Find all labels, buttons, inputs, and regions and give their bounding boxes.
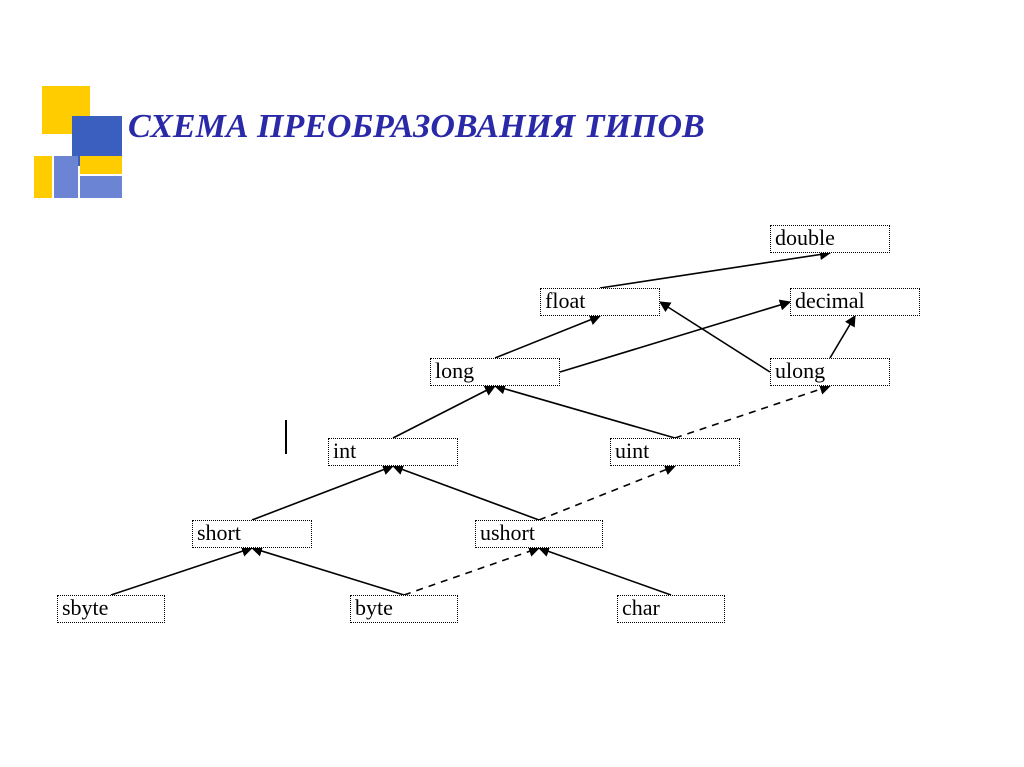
edge-byte-short <box>252 548 404 595</box>
node-byte: byte <box>350 595 458 623</box>
edge-int-long <box>393 386 495 438</box>
edge-ushort-int <box>393 466 539 520</box>
edge-byte-ushort <box>404 548 539 595</box>
edge-uint-ulong <box>675 386 830 438</box>
edge-float-double <box>600 253 830 288</box>
edge-short-int <box>252 466 393 520</box>
edge-long-float <box>495 316 600 358</box>
node-short: short <box>192 520 312 548</box>
deco-block <box>54 156 78 198</box>
node-double: double <box>770 225 890 253</box>
node-int: int <box>328 438 458 466</box>
stray-mark <box>285 420 287 454</box>
node-decimal: decimal <box>790 288 920 316</box>
edge-ushort-uint <box>539 466 675 520</box>
node-long: long <box>430 358 560 386</box>
node-char: char <box>617 595 725 623</box>
slide: { "title": { "text": "СХЕМА ПРЕОБРАЗОВАН… <box>0 0 1024 767</box>
slide-title: СХЕМА ПРЕОБРАЗОВАНИЯ ТИПОВ <box>128 108 705 146</box>
deco-block <box>80 176 122 198</box>
deco-block <box>80 156 122 174</box>
edge-ulong-float <box>660 302 770 372</box>
node-ulong: ulong <box>770 358 890 386</box>
edge-char-ushort <box>539 548 671 595</box>
node-uint: uint <box>610 438 740 466</box>
edge-ulong-decimal <box>830 316 855 358</box>
node-float: float <box>540 288 660 316</box>
edge-sbyte-short <box>111 548 252 595</box>
deco-block <box>34 156 52 198</box>
edge-uint-long <box>495 386 675 438</box>
node-ushort: ushort <box>475 520 603 548</box>
node-sbyte: sbyte <box>57 595 165 623</box>
